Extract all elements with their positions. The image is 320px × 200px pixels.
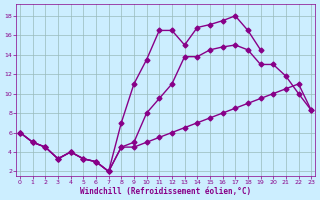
X-axis label: Windchill (Refroidissement éolien,°C): Windchill (Refroidissement éolien,°C) (80, 187, 251, 196)
